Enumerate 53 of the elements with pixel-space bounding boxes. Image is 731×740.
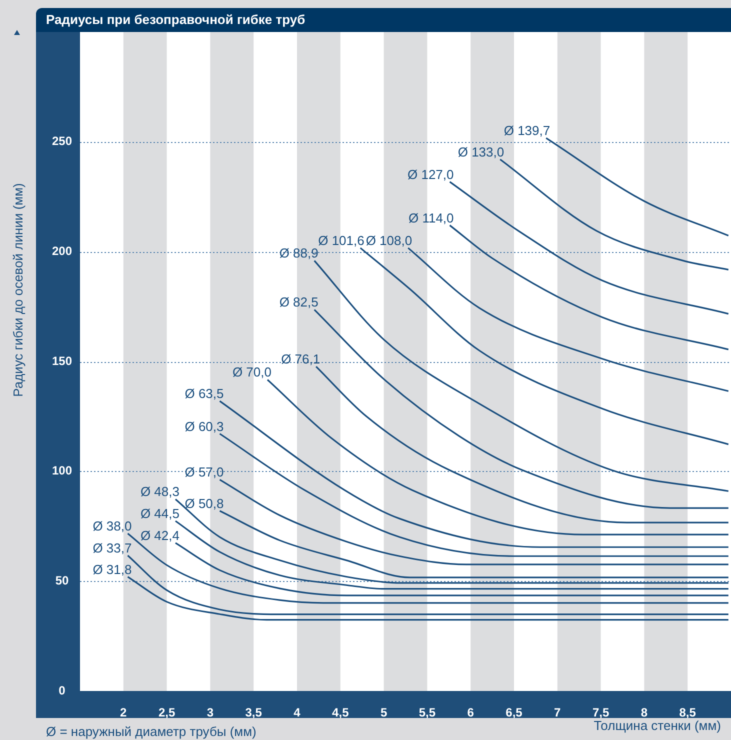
series-label: Ø 38,0 (92, 518, 132, 534)
line-series (126, 576, 730, 621)
line-series (407, 247, 730, 392)
series-label: Ø 42,4 (140, 528, 180, 543)
x-tick-label: 2,5 (158, 706, 176, 720)
x-tick-label: 4,5 (332, 706, 350, 720)
line-series (218, 510, 730, 578)
x-tick-label: 6 (467, 706, 474, 720)
series-label: Ø 60,3 (184, 418, 224, 434)
x-tick-label: 5 (380, 706, 388, 720)
y-tick-label: 100 (52, 464, 72, 478)
text: Ø = наружный диаметр трубы (мм) (46, 724, 256, 739)
series-label: Ø 101,6 (318, 232, 364, 248)
series-label: Ø 57,0 (184, 464, 224, 480)
x-tick-label: 7 (554, 706, 562, 720)
x-tick-label: 3 (206, 706, 214, 720)
line-series (174, 542, 730, 596)
series-label: Ø 63,5 (184, 386, 224, 402)
x-tick-label: 6,5 (506, 706, 523, 720)
series-label: Ø 44,5 (140, 506, 180, 521)
x-tick-label: 3,5 (245, 706, 262, 720)
series-label: Ø 114,0 (408, 210, 454, 226)
x-tick-label: 4 (294, 706, 301, 720)
y-tick-label: 150 (52, 354, 72, 368)
line-series (448, 224, 730, 350)
series-label: Ø 50,8 (184, 496, 224, 511)
series-label: Ø 133,0 (458, 144, 504, 160)
line-series (266, 378, 730, 536)
series-label: Ø 127,0 (408, 166, 454, 182)
y-tick-label: 50 (55, 573, 69, 588)
line-series (499, 158, 730, 270)
y-tick-label: 250 (52, 134, 72, 148)
line-series (315, 366, 730, 524)
y-tick-label: 200 (52, 244, 72, 258)
chart-title: Радиусы при безоправочной гибке труб (36, 8, 731, 32)
y-axis-title: Радиус гибки до осевой линии (мм) (10, 183, 26, 397)
series-label: Ø 108,0 (366, 232, 412, 248)
line-series (360, 247, 730, 446)
x-tick-label: 7,5 (592, 706, 610, 720)
x-tick-label: 5,5 (418, 706, 436, 720)
series-label: Ø 88,9 (279, 246, 318, 261)
series-label: Ø 48,3 (140, 484, 180, 500)
series-label: Ø 70,0 (232, 364, 272, 380)
series-label: Ø 33,7 (92, 540, 132, 556)
x-tick-label: 2 (120, 706, 128, 720)
series-label: Ø 31,8 (92, 562, 132, 577)
x-tick-label: 8 (640, 706, 648, 720)
series-label: Ø 139,7 (504, 123, 550, 138)
x-axis-title: Толщина стенки (мм) (594, 718, 721, 733)
series-label: Ø 76,1 (281, 352, 320, 367)
y-tick-label: 0 (58, 683, 66, 698)
series-label: Ø 82,5 (279, 294, 318, 310)
x-tick-label: 8,5 (679, 706, 696, 720)
